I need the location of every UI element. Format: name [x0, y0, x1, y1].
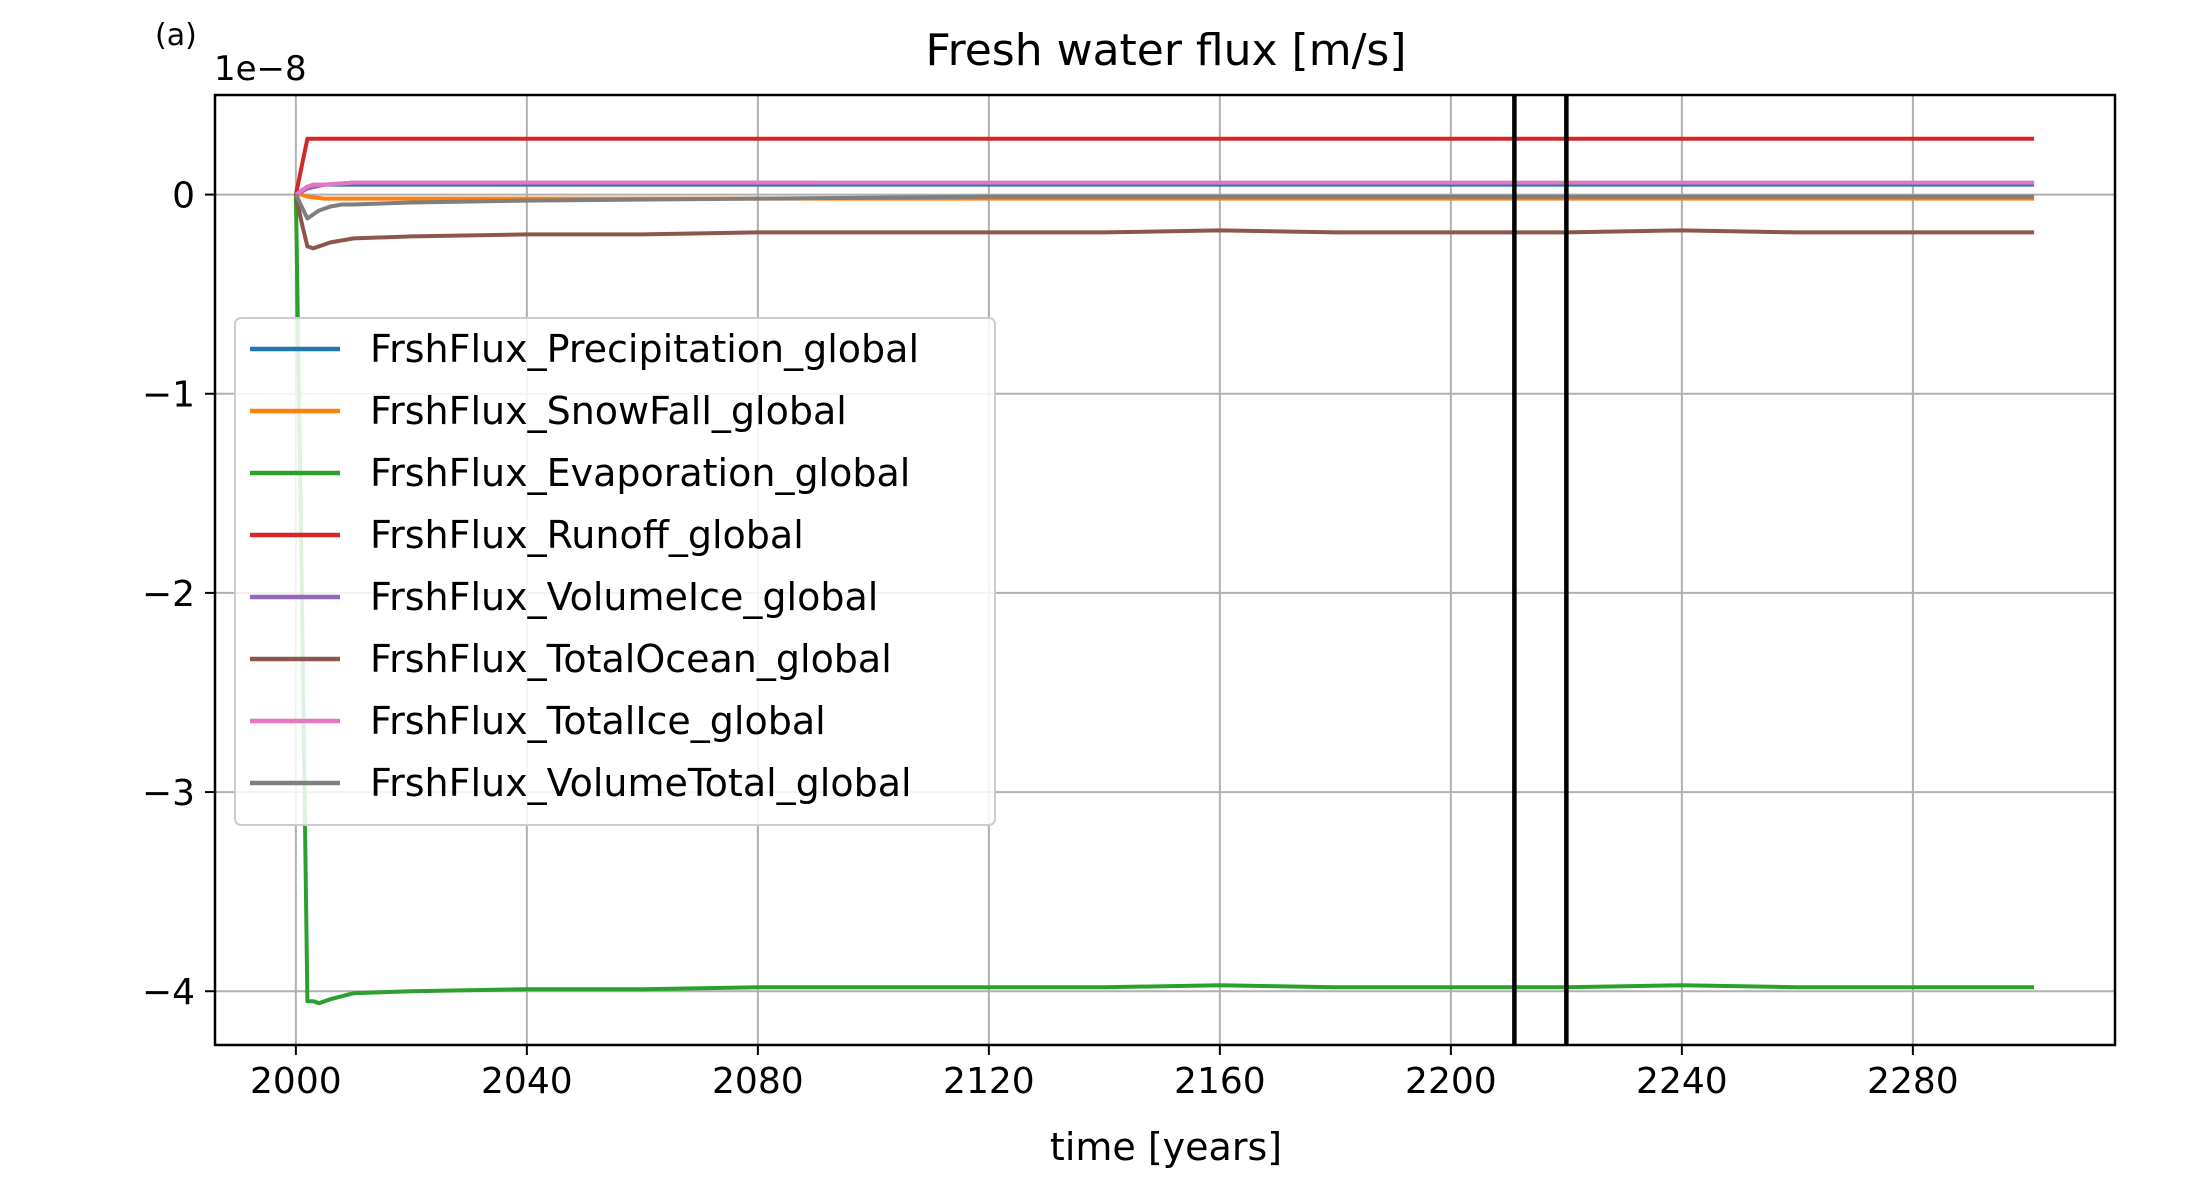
y-tick-label: −1 — [142, 375, 195, 416]
vertical-markers — [1512, 95, 1569, 1045]
x-axis-label: time [years] — [1050, 1125, 1282, 1169]
legend-box — [234, 317, 996, 826]
legend-label: FrshFlux_Runoff_global — [370, 513, 804, 557]
legend-label: FrshFlux_TotalIce_global — [370, 699, 826, 743]
plot-frame — [213, 93, 2117, 1047]
y-tick-label: −3 — [142, 773, 195, 814]
series-layer — [293, 136, 2035, 1006]
y-tick-label: −2 — [142, 574, 195, 615]
x-tick-label: 2040 — [481, 1061, 573, 1102]
x-tick-label: 2280 — [1867, 1061, 1959, 1102]
ticks: 2000 2040 2080 2120 2160 2200 2240 2280 0 −1 −2 −3 −… — [142, 176, 1959, 1102]
legend-label: FrshFlux_SnowFall_global — [370, 389, 847, 433]
legend-label: FrshFlux_Precipitation_global — [370, 327, 919, 371]
x-tick-label: 2200 — [1405, 1061, 1497, 1102]
legend-label: FrshFlux_TotalOcean_global — [370, 637, 892, 681]
panel-label: (a) — [155, 18, 197, 53]
x-tick-label: 2120 — [943, 1061, 1035, 1102]
x-tick-label: 2080 — [712, 1061, 804, 1102]
series-line-3 — [293, 194, 2035, 1006]
chart-title: Fresh water flux [m/s] — [925, 25, 1406, 76]
legend-label: FrshFlux_VolumeTotal_global — [370, 761, 912, 805]
x-tick-label: 2240 — [1636, 1061, 1728, 1102]
y-tick-label: 0 — [172, 176, 195, 217]
series-line-4 — [293, 136, 2035, 196]
series-line-8 — [294, 193, 2035, 221]
series-line-7 — [294, 180, 2035, 197]
x-tick-label: 2160 — [1174, 1061, 1266, 1102]
legend-label: FrshFlux_VolumeIce_global — [370, 575, 878, 619]
legend-label: FrshFlux_Evaporation_global — [370, 451, 910, 495]
series-line-6 — [293, 194, 2035, 251]
y-multiplier: 1e−8 — [214, 49, 307, 89]
legend: FrshFlux_Precipitation_global FrshFlux_Sn… — [234, 317, 996, 826]
series-line-1 — [294, 182, 2035, 197]
x-tick-label: 2000 — [250, 1061, 342, 1102]
y-tick-label: −4 — [142, 972, 195, 1013]
